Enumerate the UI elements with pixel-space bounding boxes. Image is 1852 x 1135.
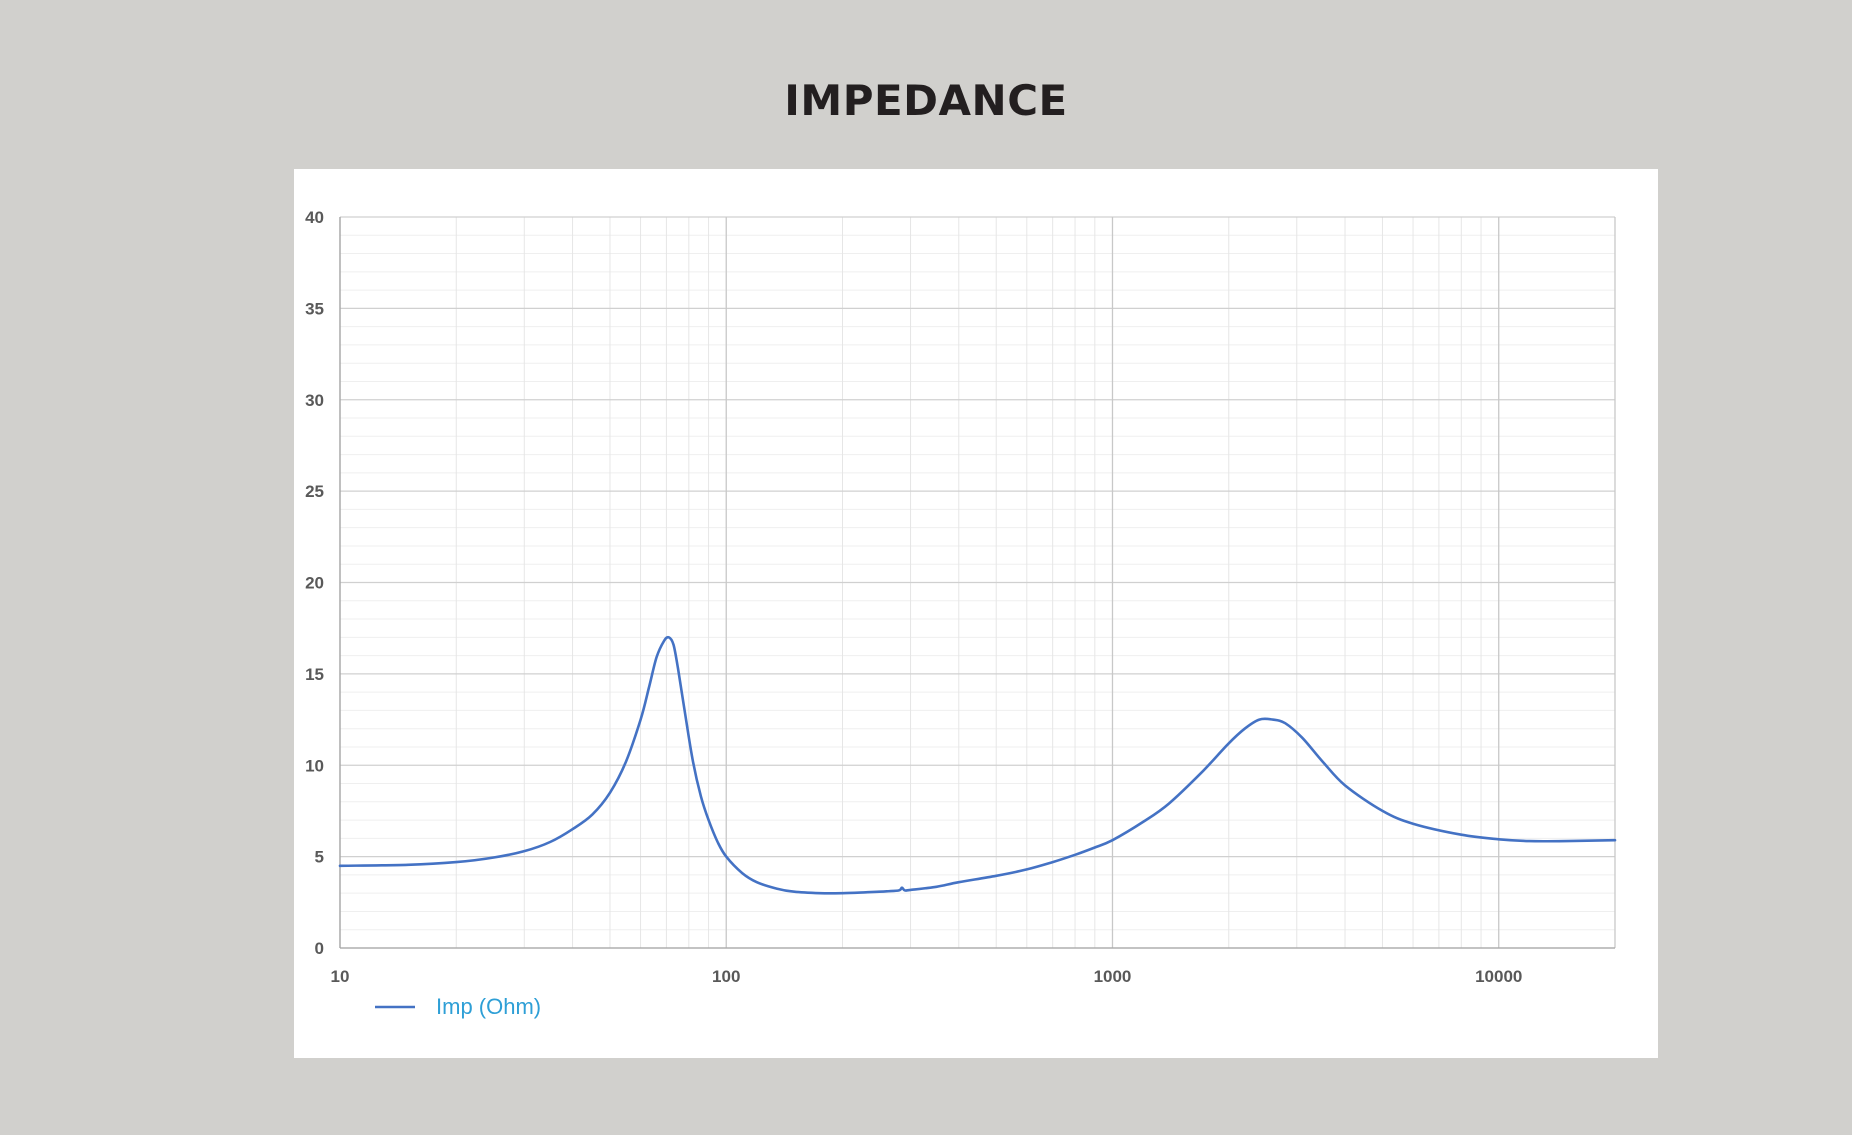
y-tick-labels: 0 5 10 15 20 25 30 35 40 — [305, 208, 324, 958]
major-grid — [339, 216, 1616, 949]
impedance-series-line — [338, 635, 1617, 895]
x-tick-label: 10000 — [1475, 967, 1522, 986]
x-tick-labels: 10 100 1000 10000 — [331, 967, 1523, 986]
y-tick-label: 20 — [305, 574, 324, 593]
x-tick-label: 10 — [331, 967, 350, 986]
y-tick-label: 40 — [305, 208, 324, 227]
legend: Imp (Ohm) — [375, 994, 541, 1019]
y-tick-label: 35 — [305, 299, 324, 318]
y-tick-label: 30 — [305, 391, 324, 410]
x-tick-label: 100 — [712, 967, 740, 986]
series-group — [338, 635, 1617, 895]
axes — [339, 217, 1615, 949]
chart-title: IMPEDANCE — [784, 76, 1068, 125]
legend-label: Imp (Ohm) — [436, 994, 541, 1019]
y-tick-label: 25 — [305, 482, 324, 501]
y-tick-label: 5 — [315, 848, 324, 867]
y-tick-label: 10 — [305, 756, 324, 775]
minor-grid — [340, 217, 1616, 948]
x-tick-label: 1000 — [1094, 967, 1132, 986]
y-tick-label: 15 — [305, 665, 324, 684]
impedance-chart: 0 5 10 15 20 25 30 35 40 10 100 1000 10000 Imp (Ohm… — [305, 208, 1617, 1019]
chart-area: 0 5 10 15 20 25 30 35 40 10 100 1000 10000 Imp (Ohm… — [294, 169, 1658, 1058]
y-tick-label: 0 — [315, 939, 324, 958]
